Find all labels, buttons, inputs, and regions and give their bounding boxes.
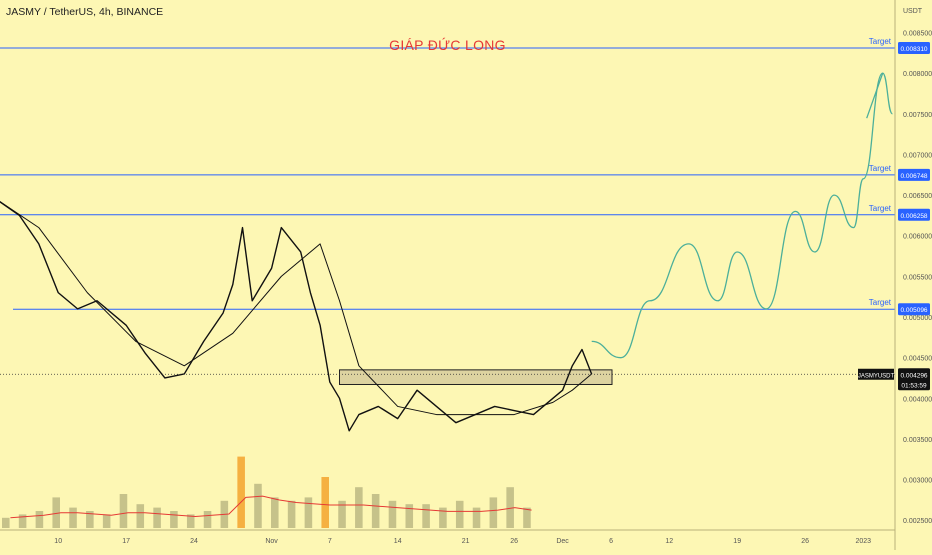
symbol-tag-label: JASMYUSDT (858, 373, 895, 379)
volume-bar (2, 517, 10, 528)
time-tick-label: 21 (462, 538, 470, 545)
time-tick-label: 10 (54, 538, 62, 545)
target-price-tag (898, 208, 930, 221)
volume-bar (506, 487, 514, 528)
annotation-title: GIÁP ĐỨC LONG (389, 37, 506, 53)
time-tick-label: 6 (609, 538, 613, 545)
price-tick-label: 0.004500 (903, 356, 932, 363)
time-tick-label: 19 (733, 538, 741, 545)
time-tick-label: 2023 (856, 538, 872, 545)
price-tick-label: 0.005500 (903, 274, 932, 281)
volume-bar (355, 487, 363, 528)
time-tick-label: 7 (328, 538, 332, 545)
volume-bar (371, 494, 380, 528)
target-label: Target (869, 298, 892, 307)
volume-bar (489, 497, 498, 528)
price-tick-label: 0.006000 (903, 234, 932, 241)
price-line (0, 201, 593, 432)
volume-bar (136, 504, 145, 528)
support-zone[interactable] (339, 369, 613, 385)
target-price-tag (898, 41, 930, 54)
price-tick-label: 0.003000 (903, 478, 932, 485)
time-tick-label: 14 (394, 538, 402, 545)
series-layer (0, 72, 895, 432)
support-zone-layer (339, 369, 613, 385)
volume-bar (18, 514, 27, 528)
last-price-tag (898, 368, 930, 391)
volume-layer (2, 456, 532, 528)
price-tick-label: 0.005000 (903, 315, 932, 322)
volume-bar (203, 511, 212, 528)
volume-bar (186, 514, 195, 528)
target-lines-layer: Target Target Target Target (0, 37, 895, 310)
volume-bar (271, 497, 279, 528)
volume-bar (102, 514, 111, 528)
price-tick-label: 0.007500 (903, 112, 932, 119)
target-price-value: 0.008310 (900, 46, 927, 53)
target-label: Target (869, 37, 892, 46)
target-price-value: 0.006258 (900, 213, 927, 220)
symbol-title: JASMY / TetherUS, 4h, BINANCE (6, 6, 164, 18)
time-tick-label: 26 (510, 538, 518, 545)
price-tick-label: 0.004000 (903, 396, 932, 403)
time-tick-label: 26 (801, 538, 809, 545)
volume-bar (439, 507, 447, 528)
time-tick-label: 24 (190, 538, 198, 545)
volume-bar (69, 507, 77, 528)
volume-bar (237, 456, 245, 528)
target-price-tag (898, 168, 930, 181)
volume-bar (153, 507, 161, 528)
volume-bar (287, 500, 296, 528)
volume-bar (321, 477, 330, 528)
price-scale-currency: USDT (903, 8, 923, 15)
volume-bar (455, 500, 464, 528)
volume-bar (35, 511, 44, 528)
target-label: Target (869, 164, 892, 173)
moving-average-line (0, 200, 593, 416)
volume-bar (338, 500, 346, 528)
volume-bar (304, 497, 313, 528)
price-tick-label: 0.002500 (903, 518, 932, 525)
target-price-value: 0.006748 (900, 173, 927, 180)
time-tick-label: 17 (122, 538, 130, 545)
volume-bar (472, 507, 481, 528)
price-scale[interactable]: 0.008500 0.008000 0.007500 0.007000 0.006500… (903, 31, 932, 526)
volume-bar (405, 504, 414, 528)
volume-bar (119, 494, 128, 528)
volume-bar (422, 504, 430, 528)
target-price-tag (898, 303, 930, 316)
price-tick-label: 0.003500 (903, 437, 932, 444)
time-scale[interactable]: 101724Nov7142126Dec612192620239 (54, 538, 932, 545)
bar-countdown: 01:53:59 (901, 382, 927, 389)
projection-path (591, 72, 894, 359)
target-label: Target (869, 204, 892, 213)
price-tick-label: 0.008000 (903, 71, 932, 78)
volume-bar (523, 507, 531, 528)
volume-ma-line (10, 495, 532, 519)
volume-bar (254, 483, 262, 528)
last-price-value: 0.004296 (900, 372, 927, 379)
volume-bar (52, 497, 61, 528)
price-tick-label: 0.006500 (903, 193, 932, 200)
volume-bar (170, 511, 178, 528)
price-tags-layer: 0.008310 0.006748 0.006258 0.005096 JASMYUSD… (858, 41, 930, 391)
time-tick-label: Dec (556, 538, 569, 545)
price-tick-label: 0.008500 (903, 31, 932, 38)
price-tick-label: 0.007000 (903, 152, 932, 159)
target-price-value: 0.005096 (900, 307, 927, 314)
symbol-tag (858, 368, 894, 380)
volume-bar (388, 500, 397, 528)
time-tick-label: Nov (265, 538, 278, 545)
projection-arrow (866, 72, 884, 119)
volume-bar (86, 511, 94, 528)
time-tick-label: 12 (665, 538, 673, 545)
